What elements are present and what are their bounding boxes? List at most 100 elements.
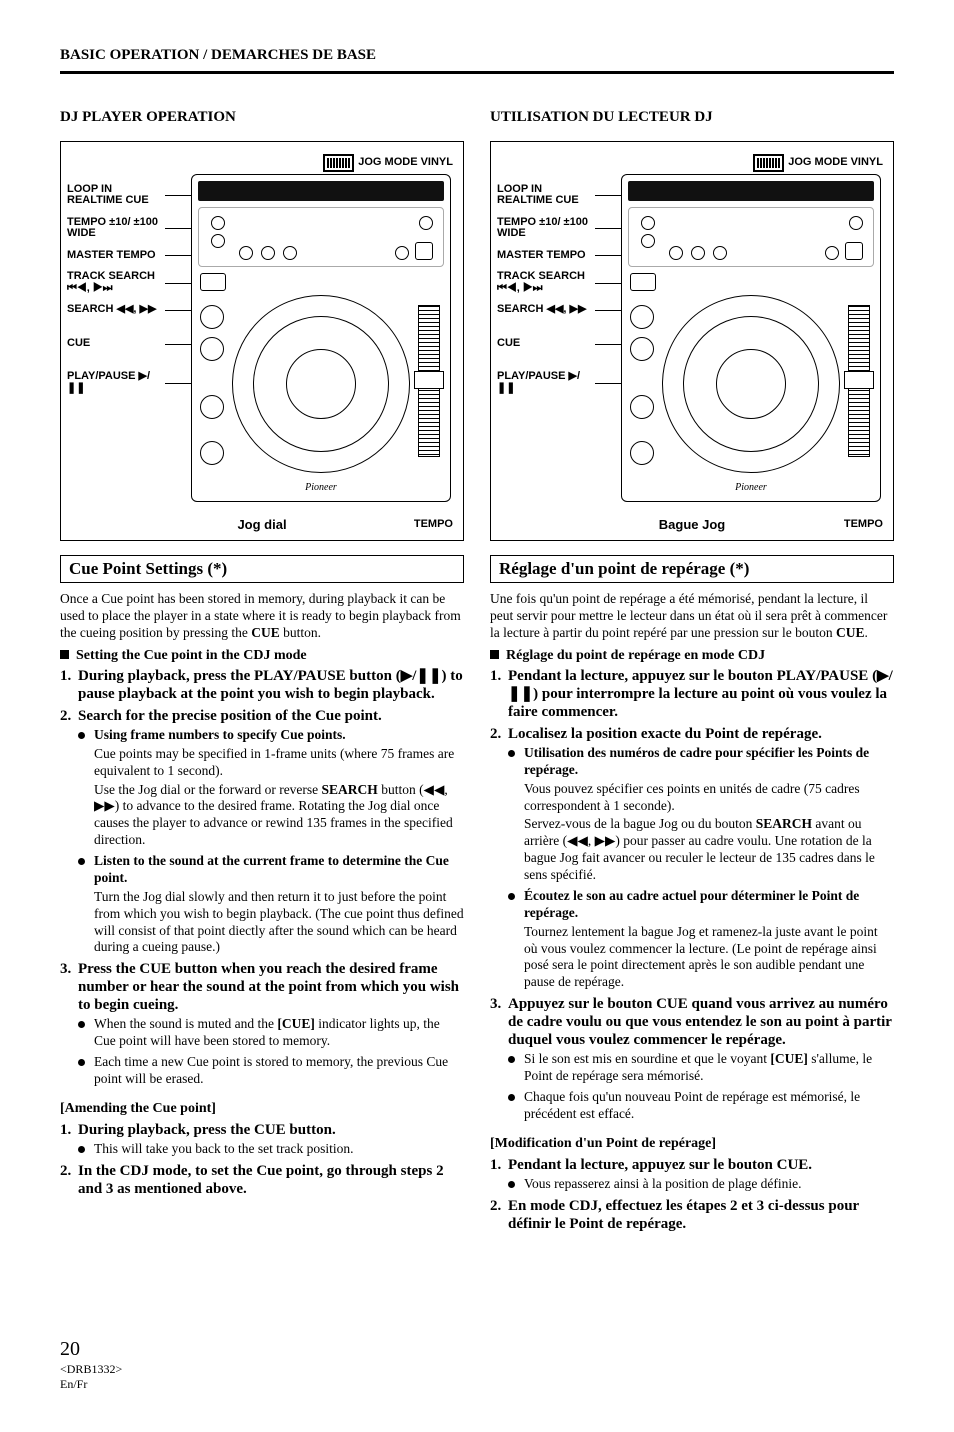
panel-btn	[845, 242, 863, 260]
callout: MASTER TEMPO	[497, 250, 595, 262]
tempo-label: TEMPO	[414, 518, 453, 532]
step-title: During playback, press the PLAY/PAUSE bu…	[78, 667, 464, 703]
step: Localisez la position exacte du Point de…	[490, 725, 894, 991]
device-panel	[198, 207, 444, 267]
bullet-body: Tournez lentement la bague Jog et ramene…	[524, 924, 894, 992]
side-btn	[200, 273, 226, 291]
bullet-body: Vous pouvez spécifier ces points en unit…	[524, 781, 894, 815]
step: In the CDJ mode, to set the Cue point, g…	[60, 1162, 464, 1198]
left-subhead: DJ PLAYER OPERATION	[60, 108, 464, 127]
panel-btn	[211, 234, 225, 248]
right-subhead: UTILISATION DU LECTEUR DJ	[490, 108, 894, 127]
side-btn	[630, 441, 654, 465]
jogmode-indicator: JOG MODE VINYL	[323, 154, 453, 172]
step-title: Pendant la lecture, appuyez sur le bouto…	[508, 667, 894, 721]
step-title: En mode CDJ, effectuez les étapes 2 et 3…	[508, 1197, 894, 1233]
panel-btn	[415, 242, 433, 260]
callout: LOOP IN REALTIME CUE	[497, 184, 595, 207]
bullet: This will take you back to the set track…	[78, 1141, 464, 1158]
step: Pendant la lecture, appuyez sur le bouto…	[490, 667, 894, 721]
step: During playback, press the PLAY/PAUSE bu…	[60, 667, 464, 703]
step: Press the CUE button when you reach the …	[60, 960, 464, 1088]
device-panel	[628, 207, 874, 267]
tempo-label: TEMPO	[844, 518, 883, 532]
bullet: Écoutez le son au cadre actuel pour déte…	[508, 888, 894, 991]
bullet-list: Vous repasserez ainsi à la position de p…	[508, 1176, 894, 1193]
panel-btn	[641, 216, 655, 230]
step-title: During playback, press the CUE button.	[78, 1121, 464, 1139]
side-btn	[200, 337, 224, 361]
bullet-bold: Using frame numbers to specify Cue point…	[94, 727, 464, 744]
side-btn	[200, 305, 224, 329]
bars-icon	[753, 154, 784, 172]
callout: CUE	[497, 338, 595, 350]
pioneer-logo: Pioneer	[305, 482, 337, 495]
right-column: UTILISATION DU LECTEUR DJ JOG MODE VINYL…	[490, 108, 894, 1237]
callout: CUE	[67, 338, 165, 350]
bullet: Listen to the sound at the current frame…	[78, 853, 464, 956]
panel-btn	[419, 216, 433, 230]
callout: PLAY/PAUSE ▶/❚❚	[497, 371, 595, 394]
bullet-list: Using frame numbers to specify Cue point…	[78, 727, 464, 956]
tempo-slider-knob	[844, 371, 874, 389]
bullet-list: Si le son est mis en sourdine et que le …	[508, 1051, 894, 1123]
intro-left: Once a Cue point has been stored in memo…	[60, 591, 464, 642]
jog-dial-label: Jog dial	[237, 517, 286, 533]
section-header: BASIC OPERATION / DEMARCHES DE BASE	[60, 46, 894, 74]
jog-wheel	[662, 295, 840, 473]
bullet-body: Cue points may be specified in 1-frame u…	[94, 746, 464, 780]
step: During playback, press the CUE button. T…	[60, 1121, 464, 1158]
panel-btn	[641, 234, 655, 248]
jogmode-label: JOG MODE VINYL	[788, 156, 883, 170]
bullet-list: When the sound is muted and the [CUE] in…	[78, 1016, 464, 1088]
side-btn	[630, 395, 654, 419]
steps-left: During playback, press the PLAY/PAUSE bu…	[60, 667, 464, 1088]
bullet-list: Utilisation des numéros de cadre pour sp…	[508, 745, 894, 991]
panel-btn	[261, 246, 275, 260]
callout: SEARCH ◀◀, ▶▶	[67, 304, 165, 316]
doc-code: <DRB1332>	[60, 1362, 894, 1377]
step: Pendant la lecture, appuyez sur le bouto…	[490, 1156, 894, 1193]
left-column: DJ PLAYER OPERATION JOG MODE VINYL LOOP …	[60, 108, 464, 1237]
jog-wheel	[232, 295, 410, 473]
panel-btn	[395, 246, 409, 260]
callouts-right: LOOP IN REALTIME CUE TEMPO ±10/ ±100 WID…	[497, 152, 595, 405]
bullet-list: This will take you back to the set track…	[78, 1141, 464, 1158]
side-btn	[200, 441, 224, 465]
bullet-body: Turn the Jog dial slowly and then return…	[94, 889, 464, 957]
step: Search for the precise position of the C…	[60, 707, 464, 956]
bullet: Chaque fois qu'un nouveau Point de repér…	[508, 1089, 894, 1123]
callout: TRACK SEARCH ⏮◀, ▶⏭	[67, 271, 165, 294]
callout: TRACK SEARCH ⏮◀, ▶⏭	[497, 271, 595, 294]
pioneer-logo: Pioneer	[735, 482, 767, 495]
callout: PLAY/PAUSE ▶/❚❚	[67, 371, 165, 394]
bullet: When the sound is muted and the [CUE] in…	[78, 1016, 464, 1050]
figure-left: JOG MODE VINYL LOOP IN REALTIME CUE TEMP…	[60, 141, 464, 541]
jog-dial-label: Bague Jog	[659, 517, 725, 533]
bullet: Each time a new Cue point is stored to m…	[78, 1054, 464, 1088]
panel-btn	[239, 246, 253, 260]
callout: MASTER TEMPO	[67, 250, 165, 262]
bracket-head-right: [Modification d'un Point de repérage]	[490, 1135, 894, 1153]
device-display	[198, 181, 444, 201]
step-title: Pendant la lecture, appuyez sur le bouto…	[508, 1156, 894, 1174]
panel-btn	[211, 216, 225, 230]
step-title: Localisez la position exacte du Point de…	[508, 725, 894, 743]
panel-btn	[825, 246, 839, 260]
bullet: Using frame numbers to specify Cue point…	[78, 727, 464, 849]
tempo-slider-knob	[414, 371, 444, 389]
device-outline: Pioneer	[621, 174, 881, 502]
panel-btn	[691, 246, 705, 260]
bullet-bold: Écoutez le son au cadre actuel pour déte…	[524, 888, 894, 922]
callout: SEARCH ◀◀, ▶▶	[497, 304, 595, 316]
columns: DJ PLAYER OPERATION JOG MODE VINYL LOOP …	[60, 108, 894, 1237]
side-btn	[630, 305, 654, 329]
bullet-bold: Listen to the sound at the current frame…	[94, 853, 464, 887]
bullet-body: Servez-vous de la bague Jog ou du bouton…	[524, 816, 894, 884]
bullet-body: Use the Jog dial or the forward or rever…	[94, 782, 464, 850]
step-title: Search for the precise position of the C…	[78, 707, 464, 725]
panel-btn	[283, 246, 297, 260]
side-btn	[630, 273, 656, 291]
steps-right: Pendant la lecture, appuyez sur le bouto…	[490, 667, 894, 1123]
step-title: In the CDJ mode, to set the Cue point, g…	[78, 1162, 464, 1198]
